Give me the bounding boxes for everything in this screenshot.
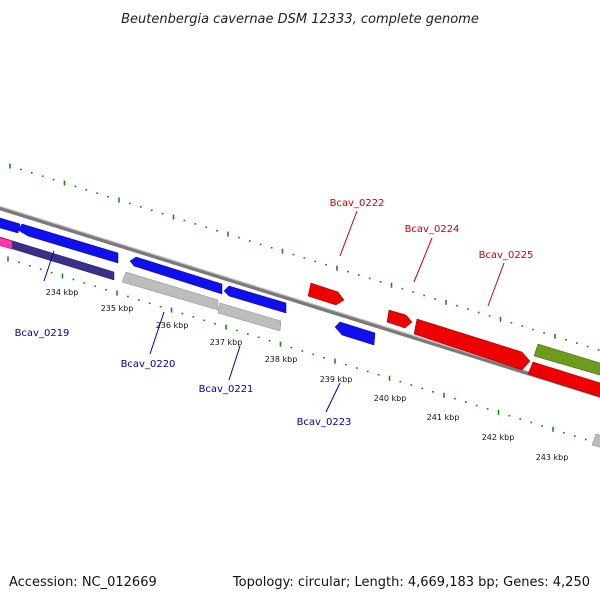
gene-arrow-red-3[interactable] — [413, 318, 531, 371]
gene-arrow-red-2[interactable] — [386, 309, 413, 329]
gene-arrow-red-1[interactable] — [307, 282, 345, 306]
gene-arrow-grey-2[interactable] — [217, 302, 282, 332]
scale-label: 235 kbp — [101, 304, 134, 313]
scale-label: 240 kbp — [374, 394, 407, 403]
scale-labels: 234 kbp 235 kbp 236 kbp 237 kbp 238 kbp … — [46, 288, 569, 462]
genome-backbone — [0, 206, 600, 398]
gene-arrow-grey-1[interactable] — [121, 271, 219, 311]
gene-label-bcav-0219[interactable]: Bcav_0219 — [15, 328, 70, 339]
callout-line — [325, 382, 341, 413]
gene-callouts — [43, 210, 505, 413]
topology-summary: Topology: circular; Length: 4,669,183 bp… — [232, 575, 590, 590]
gene-arrow-blue-4[interactable] — [334, 321, 376, 346]
scale-label: 242 kbp — [482, 433, 515, 442]
callout-line — [413, 237, 433, 283]
gene-label-bcav-0221[interactable]: Bcav_0221 — [199, 384, 254, 395]
outer-tick-track — [9, 163, 600, 351]
gene-label-bcav-0224[interactable]: Bcav_0224 — [405, 224, 460, 235]
inner-tick-track — [7, 256, 598, 444]
scale-label: 238 kbp — [265, 355, 298, 364]
gene-label-bcav-0220[interactable]: Bcav_0220 — [121, 359, 176, 370]
scale-label: 234 kbp — [46, 288, 79, 297]
gene-arrow-navy-left[interactable] — [0, 234, 115, 281]
scale-label: 239 kbp — [320, 375, 353, 384]
gene-arrow-red-4[interactable] — [527, 361, 600, 400]
scale-label: 241 kbp — [427, 413, 460, 422]
gene-arrow-blue-2[interactable] — [129, 256, 223, 295]
gene-label-bcav-0222[interactable]: Bcav_0222 — [330, 198, 385, 209]
gene-labels: Bcav_0219 Bcav_0220 Bcav_0221 Bcav_0222 … — [15, 198, 534, 428]
gene-arrow-grey-right[interactable] — [591, 433, 600, 450]
gene-arrow-olive[interactable] — [533, 343, 600, 378]
map-title: Beutenbergia cavernae DSM 12333, complet… — [121, 12, 479, 27]
gene-label-bcav-0223[interactable]: Bcav_0223 — [297, 417, 352, 428]
scale-label: 236 kbp — [156, 321, 189, 330]
feature-track — [0, 215, 600, 450]
callout-line — [43, 250, 55, 282]
scale-label: 237 kbp — [210, 338, 243, 347]
callout-line — [339, 210, 358, 257]
callout-line — [487, 262, 505, 307]
gene-arrow-pink-left[interactable] — [0, 235, 13, 250]
gene-arrow-blue-3[interactable] — [223, 285, 287, 314]
gene-label-bcav-0225[interactable]: Bcav_0225 — [479, 250, 534, 261]
scale-label: 243 kbp — [536, 453, 569, 462]
callout-line — [228, 345, 241, 381]
accession-text: Accession: NC_012669 — [9, 575, 157, 590]
genome-backbone-highlight — [0, 205, 600, 395]
gene-arrow-blue-1[interactable] — [17, 223, 119, 264]
gene-arrow-blue-leftmost[interactable] — [0, 215, 21, 234]
callout-line — [149, 311, 165, 355]
